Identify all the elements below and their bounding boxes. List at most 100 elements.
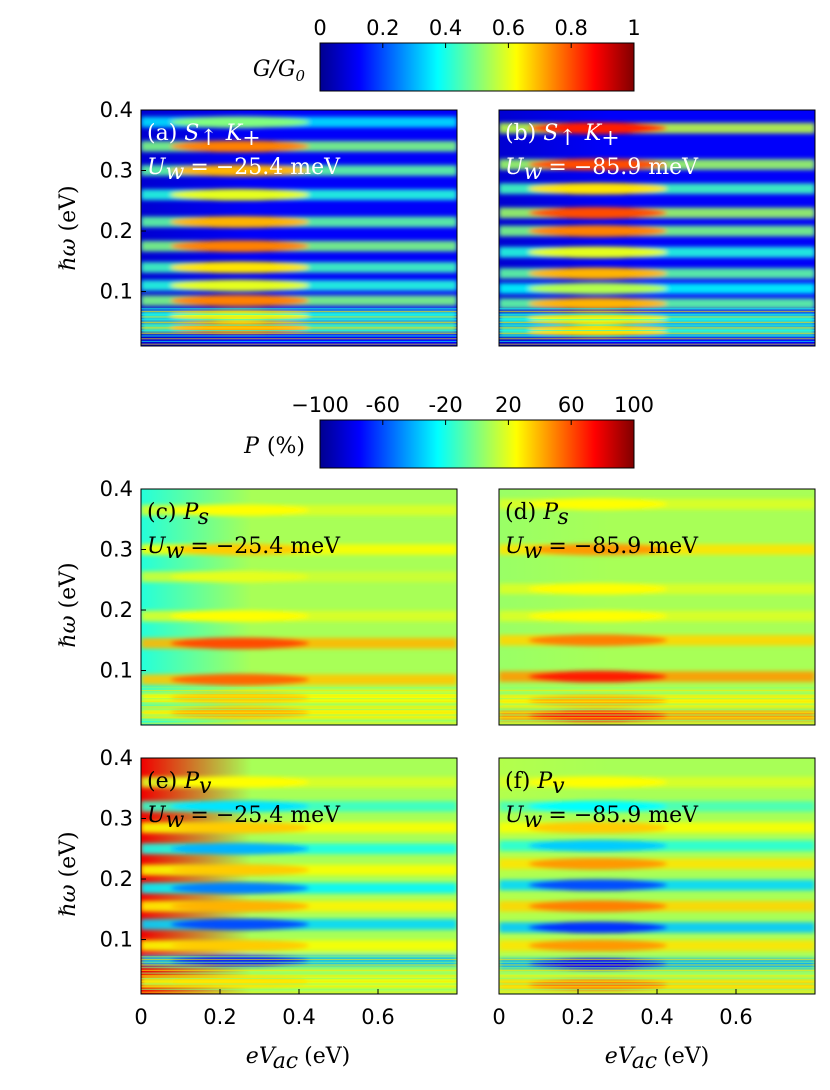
y-tick-label: 0.3 [100,538,133,562]
colorbar-polarization-gradient [319,419,635,469]
heatmap-panel-c: 0.1 0.2 0.3 0.4 (c) Ps Uw = −25.4 meV [100,477,458,726]
heatmap-band-peak [170,570,310,583]
colorbar-polarization-label: P (%) [243,434,305,459]
y-axis-label-row3: ℏω (eV) [56,831,81,916]
heatmap-band-peak [170,543,310,556]
heatmap-band-peak [170,140,310,153]
colorbar-tick-label: 0 [313,16,326,40]
y-tick-label: 0.4 [100,477,133,501]
heatmap-band-peak [528,498,668,510]
colorbar-tick-label: −100 [291,393,349,417]
colorbar-tick-label: 0.8 [554,16,587,40]
heatmap-band-peak [170,864,310,876]
colorbar-conductance-gradient [319,42,635,92]
panel-label-c: (c) Ps [147,500,209,530]
panel-label-b: (b) S↑ K+ [505,121,620,151]
colorbar-tick-label: 1 [627,16,640,40]
heatmap-band-peak [170,116,310,128]
x-tick-label: 0.4 [640,1005,673,1029]
panel-label-d: (d) Ps [505,500,569,530]
x-axis-label-right: eVac (eV) [605,1044,709,1074]
panel-label-e: (e) Pv [147,769,212,799]
heatmap-band-peak [528,979,668,991]
y-tick-label: 0.4 [100,746,133,770]
colorbar-conductance-ticks: 0 0.2 0.4 0.6 0.8 1 [313,16,641,48]
heatmap-band-peak [528,583,668,595]
x-tick-label: 0.6 [719,1005,752,1029]
heatmap-bands [499,498,815,722]
heatmap-bands [141,776,457,988]
colorbar-tick-label: 0.6 [492,16,525,40]
heatmap-band-peak [528,800,668,813]
heatmap-band-peak [528,634,668,647]
axes-frame [140,488,458,726]
x-axis-label-left: eVac (eV) [246,1044,350,1074]
y-axis-label-row2: ℏω (eV) [56,562,81,647]
heatmap-band-peak [170,294,310,307]
heatmap-band-peak [528,225,668,237]
heatmap-cells [499,489,815,725]
heatmap-band-peak [528,670,668,683]
heatmap-band-peak [170,610,310,622]
heatmap-band-peak [170,691,310,704]
y-tick-label: 0.3 [100,159,133,183]
colorbar-tick-label: -20 [428,393,462,417]
heatmap-panel-e: 0.1 0.2 0.3 0.4 0 0.2 0.4 0.6 (e) Pv Uw = −25.4 me… [100,746,458,1029]
heatmap-cells [141,110,457,346]
y-tick-label: 0.1 [100,659,133,683]
y-tick-label: 0.1 [100,280,133,304]
heatmap-cells [141,758,457,994]
heatmap-band-peak [170,800,310,813]
panel-potential-d: Uw = −85.9 meV [505,534,699,564]
heatmap-edge-shading [141,489,457,725]
heatmap-band-peak [170,918,310,931]
heatmap-band-peak [170,673,310,686]
heatmap-cells [141,489,457,725]
axes-frame [140,109,458,347]
heatmap-band-peak [528,312,668,325]
heatmap-band-peak [528,821,668,834]
panel-label-a: (a) S↑ K+ [147,121,261,151]
x-tick-label: 0 [134,1005,147,1029]
heatmap-band-peak [170,939,310,952]
heatmap-band-peak [170,164,310,177]
heatmap-band-peak [528,900,668,913]
y-tick-label: 0.3 [100,807,133,831]
panel-potential-b: Uw = −85.9 meV [505,155,699,185]
heatmap-band-peak [170,954,310,967]
y-tick-label: 0.2 [100,598,133,622]
heatmap-band-peak [528,694,668,707]
heatmap-bands [141,116,457,334]
x-tick-label: 0.2 [561,1005,594,1029]
y-tick-label: 0.2 [100,867,133,891]
heatmap-edge-shading [499,489,815,725]
heatmap-band-peak [528,710,668,722]
panel-potential-a: Uw = −25.4 meV [147,155,341,185]
heatmap-band-peak [528,297,668,310]
x-tick-label: 0.2 [203,1005,236,1029]
heatmap-band-peak [528,267,668,280]
heatmap-band-peak [170,216,310,228]
heatmap-band-peak [528,839,668,852]
heatmap-band-peak [528,182,668,195]
x-axis-labels: eVac (eV) eVac (eV) [246,1044,709,1074]
heatmap-fine-fringes [499,687,815,724]
heatmap-band-peak [170,976,310,988]
heatmap-fine-fringes [141,687,457,724]
heatmap-band-peak [170,637,310,650]
heatmap-band-peak [528,122,668,134]
colorbar-conductance: 0 0.2 0.4 0.6 0.8 1 G/G0 [253,16,641,92]
heatmap-edge-shading [499,758,815,994]
panel-potential-c: Uw = −25.4 meV [147,534,341,564]
heatmap-band-peak [170,188,310,201]
heatmap-band-peak [528,939,668,952]
x-tick-label: 0.4 [282,1005,315,1029]
heatmap-band-peak [528,158,668,171]
heatmap-bands [499,776,815,991]
heatmap-band-peak [528,610,668,622]
panels: 0.1 0.2 0.3 0.4 (a) S↑ K+ Uw = −25.4 meV (b) S↑ K… [100,98,816,1029]
heatmap-band-peak [528,957,668,970]
heatmap-band-peak [528,543,668,556]
x-tick-label: 0 [492,1005,505,1029]
